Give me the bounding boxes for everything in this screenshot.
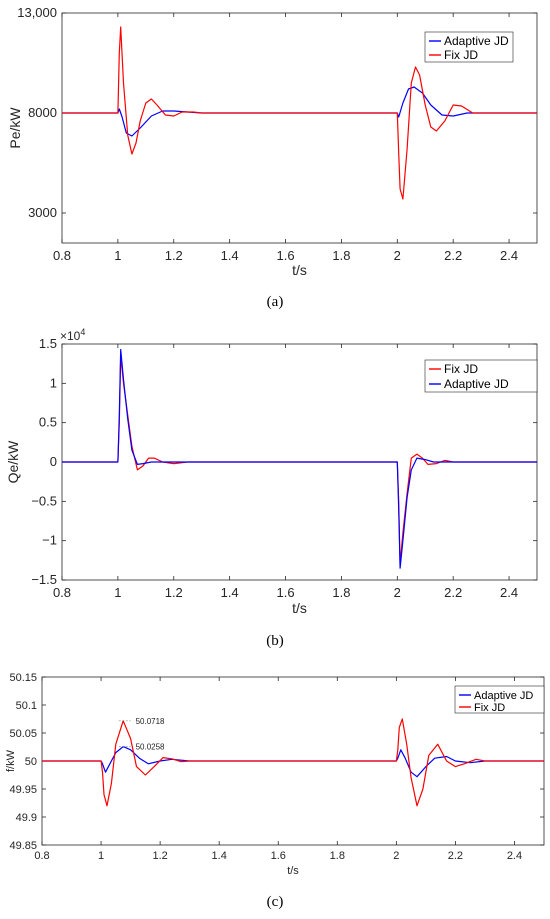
x-tick-label: 2 bbox=[394, 248, 401, 263]
y-tick-label: 3000 bbox=[28, 205, 57, 220]
annotation-label: 50.0718 bbox=[136, 717, 165, 726]
legend-box bbox=[424, 31, 514, 63]
y-axis-label: Pe/kW bbox=[7, 107, 23, 149]
x-tick-label: 2.2 bbox=[444, 248, 462, 263]
legend-box bbox=[424, 359, 538, 393]
y-tick-label: 50.05 bbox=[9, 728, 37, 740]
panel-caption: (a) bbox=[267, 294, 284, 310]
legend-label: Fix JD bbox=[444, 48, 478, 62]
x-tick-label: 1 bbox=[98, 850, 104, 862]
x-tick-label: 2 bbox=[394, 585, 401, 600]
legend-label: Adaptive JD bbox=[444, 377, 509, 391]
y-tick-label: 1.5 bbox=[39, 336, 57, 351]
legend-box bbox=[454, 685, 545, 714]
x-tick-label: 0.8 bbox=[53, 585, 71, 600]
y-tick-label: 50.15 bbox=[9, 672, 37, 684]
series-line-adaptive-jd bbox=[62, 348, 537, 569]
legend-label: Fix JD bbox=[474, 702, 505, 714]
chart-panel-0: 0.8 1 1.2 1.4 1.6 1.8 2 2.2 2.4 3000 8000 13,000 t/s… bbox=[7, 5, 538, 310]
x-tick-label: 2.4 bbox=[507, 850, 522, 862]
y-tick-label: 50.1 bbox=[16, 700, 37, 712]
legend-label: Fix JD bbox=[444, 362, 478, 376]
x-tick-label: 2.2 bbox=[448, 850, 463, 862]
x-tick-label: 1.2 bbox=[165, 585, 183, 600]
series-line-fix-jd bbox=[62, 26, 537, 200]
y-exponent-label: ×104 bbox=[60, 327, 85, 343]
x-tick-label: 1.4 bbox=[212, 850, 227, 862]
y-tick-label: −1 bbox=[42, 533, 57, 548]
y-tick-label: 13,000 bbox=[17, 5, 57, 20]
x-tick-label: 1.6 bbox=[271, 850, 286, 862]
y-tick-label: 1 bbox=[50, 375, 57, 390]
x-tick-label: 0.8 bbox=[53, 248, 71, 263]
y-tick-label: 50 bbox=[25, 756, 37, 768]
panel-caption: (b) bbox=[266, 633, 284, 649]
x-tick-label: 1.4 bbox=[221, 248, 239, 263]
x-tick-label: 2.4 bbox=[500, 248, 518, 263]
annotation-label: 50.0258 bbox=[136, 743, 165, 752]
x-axis-label: t/s bbox=[292, 262, 307, 278]
y-tick-label: 0.5 bbox=[39, 415, 57, 430]
y-tick-label: 8000 bbox=[28, 105, 57, 120]
x-tick-label: 1.4 bbox=[221, 585, 239, 600]
y-axis-label: Qe/kW bbox=[5, 440, 21, 484]
x-tick-label: 1.6 bbox=[276, 585, 294, 600]
x-tick-label: 1 bbox=[114, 248, 121, 263]
x-tick-label: 1.8 bbox=[332, 585, 350, 600]
series-line-fix-jd bbox=[42, 718, 544, 807]
x-tick-label: 1 bbox=[114, 585, 121, 600]
legend-label: Adaptive JD bbox=[444, 34, 509, 48]
x-tick-label: 2.2 bbox=[444, 585, 462, 600]
x-tick-label: 1.2 bbox=[165, 248, 183, 263]
x-tick-label: 1.6 bbox=[276, 248, 294, 263]
x-axis-label: t/s bbox=[292, 600, 307, 616]
x-tick-label: 1.8 bbox=[332, 248, 350, 263]
x-tick-label: 0.8 bbox=[34, 850, 49, 862]
y-tick-label: 49.95 bbox=[9, 784, 37, 796]
x-tick-label: 2 bbox=[393, 850, 399, 862]
x-tick-label: 1.8 bbox=[330, 850, 345, 862]
panel-caption: (c) bbox=[267, 894, 284, 910]
y-tick-label: 0 bbox=[50, 454, 57, 469]
y-tick-label: 49.85 bbox=[9, 840, 37, 852]
y-tick-label: −1.5 bbox=[31, 572, 57, 587]
x-tick-label: 1.2 bbox=[152, 850, 167, 862]
chart-panel-1: 0.8 1 1.2 1.4 1.6 1.8 2 2.2 2.4 1.5 1 0.5 0 −0.5 −1 −1.… bbox=[5, 327, 538, 649]
y-tick-label: −0.5 bbox=[31, 493, 57, 508]
y-axis-label: f/kW bbox=[5, 749, 17, 772]
y-tick-label: 49.9 bbox=[16, 812, 37, 824]
chart-panel-2: 0.8 1 1.2 1.4 1.6 1.8 2 2.2 2.4 50.15 50.1 50.05 50 4… bbox=[5, 672, 545, 910]
x-tick-label: 2.4 bbox=[500, 585, 518, 600]
legend-label: Adaptive JD bbox=[474, 690, 533, 702]
x-axis-label: t/s bbox=[287, 865, 299, 877]
